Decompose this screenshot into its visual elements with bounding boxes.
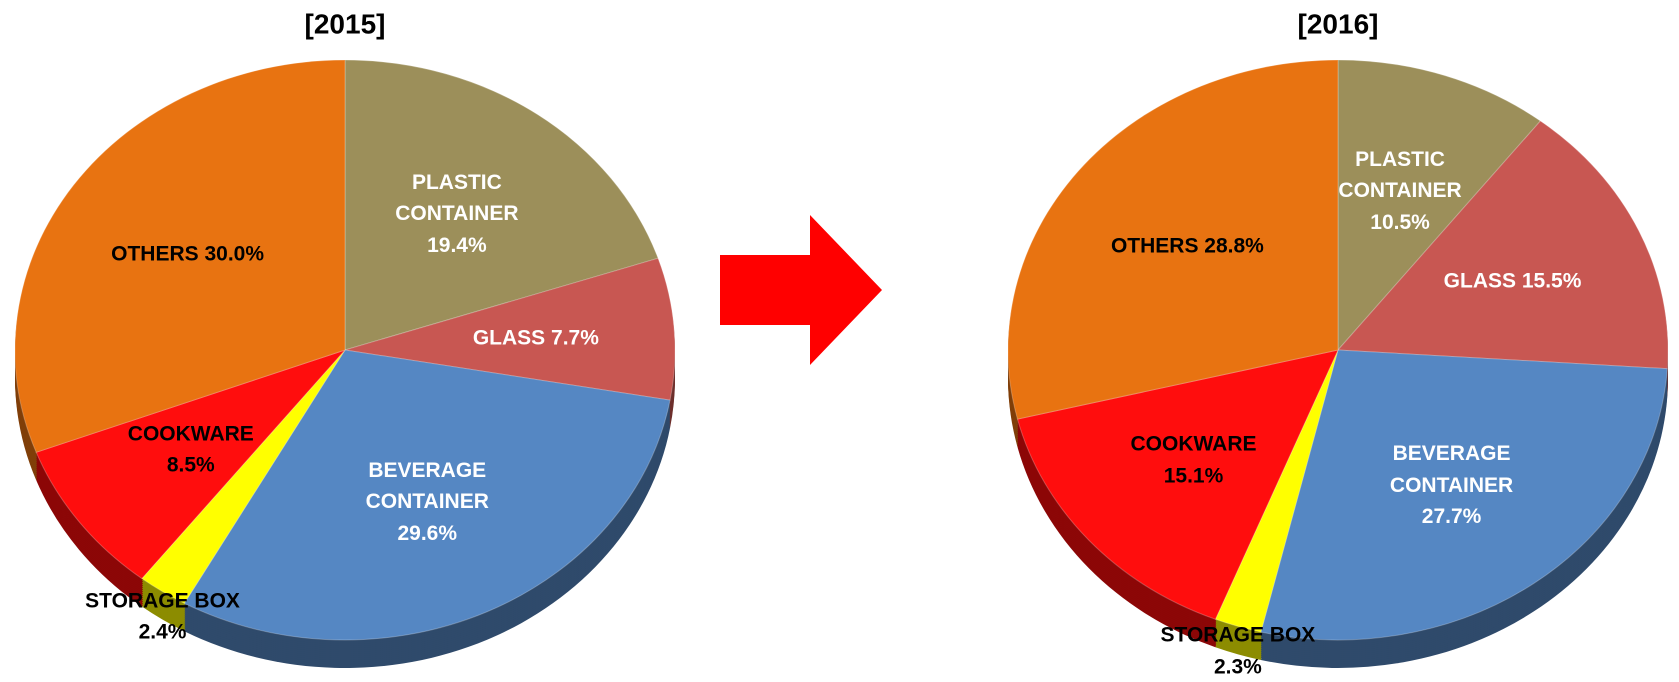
label-category: PLASTIC CONTAINER: [1338, 147, 1462, 203]
label-value: 2.3%: [1213, 655, 1262, 679]
label-value: 15.5%: [1521, 269, 1582, 293]
slice: [14, 59, 346, 453]
chart-title: [2015]: [305, 8, 386, 39]
slice: [141, 349, 346, 604]
label-category: STORAGE BOX: [85, 589, 240, 613]
label-value: 29.6%: [397, 521, 458, 545]
label-value: 15.1%: [1163, 464, 1224, 488]
label-category: OTHERS: [1110, 234, 1199, 258]
label-value: 30.0%: [204, 242, 265, 266]
label-value: 19.4%: [427, 233, 487, 257]
label-category: COOKWARE: [127, 422, 254, 446]
label-category: BEVERAGE CONTAINER: [365, 458, 489, 514]
label-category: OTHERS: [111, 242, 199, 266]
slice: [1016, 349, 1339, 620]
data-label: BEVERAGE CONTAINER 29.6%: [340, 455, 515, 550]
data-label: OTHERS 28.8%: [1111, 230, 1264, 262]
label-value: 28.8%: [1204, 234, 1264, 258]
data-label: COOKWARE 8.5%: [103, 418, 278, 481]
label-value: 7.7%: [551, 325, 599, 349]
slice: [344, 59, 659, 351]
data-label: GLASS 7.7%: [473, 322, 599, 354]
label-value: 10.5%: [1370, 210, 1430, 234]
chart-title: [2016]: [1298, 8, 1379, 39]
label-category: GLASS: [1443, 269, 1517, 293]
slice: [1260, 349, 1668, 641]
data-label: COOKWARE 15.1%: [1106, 429, 1281, 492]
slice: [1007, 59, 1339, 420]
slice: [1336, 120, 1669, 370]
slice: [1214, 349, 1339, 633]
data-label: OTHERS 30.0%: [111, 239, 264, 271]
label-value: 2.4%: [138, 620, 187, 644]
arrow: [720, 215, 882, 365]
data-label: STORAGE BOX 2.4%: [75, 585, 250, 648]
data-label: PLASTIC CONTAINER 10.5%: [1313, 144, 1488, 239]
slice: [35, 348, 347, 580]
slice: [183, 349, 671, 641]
data-label: STORAGE BOX 2.3%: [1150, 620, 1325, 682]
data-label: BEVERAGE CONTAINER 27.7%: [1364, 438, 1539, 533]
data-label: GLASS 15.5%: [1444, 265, 1582, 297]
slice: [344, 257, 676, 401]
label-value: 8.5%: [166, 453, 215, 477]
label-category: STORAGE BOX: [1160, 623, 1316, 647]
label-category: PLASTIC CONTAINER: [395, 170, 519, 225]
label-category: GLASS: [472, 325, 546, 349]
label-value: 27.7%: [1421, 505, 1482, 529]
label-category: COOKWARE: [1130, 432, 1257, 456]
data-label: PLASTIC CONTAINER 19.4%: [369, 166, 544, 261]
label-category: BEVERAGE CONTAINER: [1389, 442, 1514, 497]
slice: [1337, 59, 1542, 352]
